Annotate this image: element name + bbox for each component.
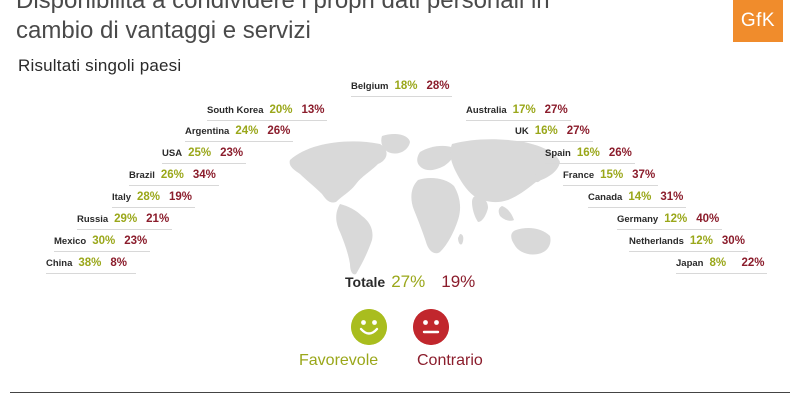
against-value: 40%	[696, 213, 720, 225]
country-row-south-korea: South Korea 20% 13%	[207, 104, 328, 121]
against-value: 13%	[301, 104, 325, 116]
world-map-graphic	[289, 134, 560, 275]
against-value: 22%	[741, 257, 765, 269]
country-row-canada: Canada 14% 31%	[588, 191, 687, 208]
country-name: Spain	[545, 148, 571, 159]
subtitle: Risultati singoli paesi	[18, 56, 182, 75]
against-value: 31%	[660, 191, 684, 203]
page-title: Disponibilità a condividere i propri dat…	[16, 0, 550, 46]
country-row-japan: Japan 8% 22%	[676, 257, 768, 274]
favorable-value: 38%	[78, 257, 102, 269]
country-row-uk: UK 16% 27%	[515, 125, 593, 142]
favorable-value: 25%	[188, 147, 212, 159]
against-value: 26%	[267, 125, 291, 137]
country-name: Russia	[77, 214, 109, 225]
favorable-value: 26%	[160, 169, 184, 181]
total-against-value: 19%	[441, 272, 476, 291]
legend-against-label: Contrario	[417, 352, 483, 369]
favorable-value: 17%	[512, 104, 536, 116]
country-name: Belgium	[351, 81, 389, 92]
country-name: South Korea	[207, 105, 264, 116]
country-row-spain: Spain 16% 26%	[545, 147, 635, 164]
country-name: Argentina	[185, 126, 230, 137]
country-name: Germany	[617, 214, 659, 225]
against-value: 19%	[169, 191, 193, 203]
smiley-neutral-icon	[413, 309, 449, 345]
country-row-china: China 38% 8%	[46, 257, 137, 274]
favorable-value: 12%	[689, 235, 713, 247]
legend-favorable-label: Favorevole	[299, 352, 379, 369]
against-value: 21%	[146, 213, 170, 225]
against-value: 27%	[544, 104, 568, 116]
country-row-usa: USA 25% 23%	[162, 147, 247, 164]
country-name: Italy	[112, 192, 132, 203]
favorable-value: 16%	[534, 125, 558, 137]
favorable-value: 20%	[269, 104, 293, 116]
footer-divider	[10, 392, 790, 393]
country-row-argentina: Argentina 24% 26%	[185, 125, 294, 142]
country-name: Brazil	[129, 170, 155, 181]
against-value: 23%	[220, 147, 244, 159]
country-name: China	[46, 258, 73, 269]
favorable-value: 16%	[576, 147, 600, 159]
country-name: UK	[515, 126, 529, 137]
against-value: 27%	[566, 125, 590, 137]
total-favorable-value: 27%	[391, 272, 426, 291]
country-row-brazil: Brazil 26% 34%	[129, 169, 219, 186]
title-line-1: Disponibilità a condividere i propri dat…	[16, 0, 550, 14]
country-name: USA	[162, 148, 183, 159]
country-name: France	[563, 170, 595, 181]
favorable-value: 29%	[114, 213, 138, 225]
title-line-2: cambio di vantaggi e servizi	[16, 17, 311, 44]
country-row-mexico: Mexico 30% 23%	[54, 235, 151, 252]
country-row-netherlands: Netherlands 12% 30%	[629, 235, 748, 252]
favorable-value: 15%	[600, 169, 624, 181]
favorable-value: 30%	[92, 235, 116, 247]
favorable-value: 18%	[394, 80, 418, 92]
against-value: 26%	[608, 147, 632, 159]
country-row-france: France 15% 37%	[563, 169, 659, 186]
total-summary: Totale 27% 19%	[345, 272, 475, 292]
favorable-value: 8%	[709, 257, 727, 269]
country-row-germany: Germany 12% 40%	[617, 213, 723, 230]
against-value: 8%	[110, 257, 128, 269]
favorable-value: 12%	[664, 213, 688, 225]
country-name: Japan	[676, 258, 704, 269]
against-value: 23%	[124, 235, 148, 247]
country-name: Australia	[466, 105, 507, 116]
smiley-happy-icon	[351, 309, 387, 345]
country-name: Netherlands	[629, 236, 684, 247]
country-row-russia: Russia 29% 21%	[77, 213, 173, 230]
against-value: 37%	[632, 169, 656, 181]
country-name: Canada	[588, 192, 623, 203]
total-label: Totale	[345, 274, 386, 290]
country-row-italy: Italy 28% 19%	[112, 191, 196, 208]
favorable-value: 24%	[235, 125, 259, 137]
favorable-value: 14%	[628, 191, 652, 203]
country-row-belgium: Belgium 18% 28%	[351, 80, 453, 97]
against-value: 30%	[721, 235, 745, 247]
gfk-logo: GfK	[733, 0, 783, 42]
country-row-australia: Australia 17% 27%	[466, 104, 571, 121]
against-value: 34%	[192, 169, 216, 181]
favorable-value: 28%	[137, 191, 161, 203]
against-value: 28%	[426, 80, 450, 92]
country-name: Mexico	[54, 236, 87, 247]
